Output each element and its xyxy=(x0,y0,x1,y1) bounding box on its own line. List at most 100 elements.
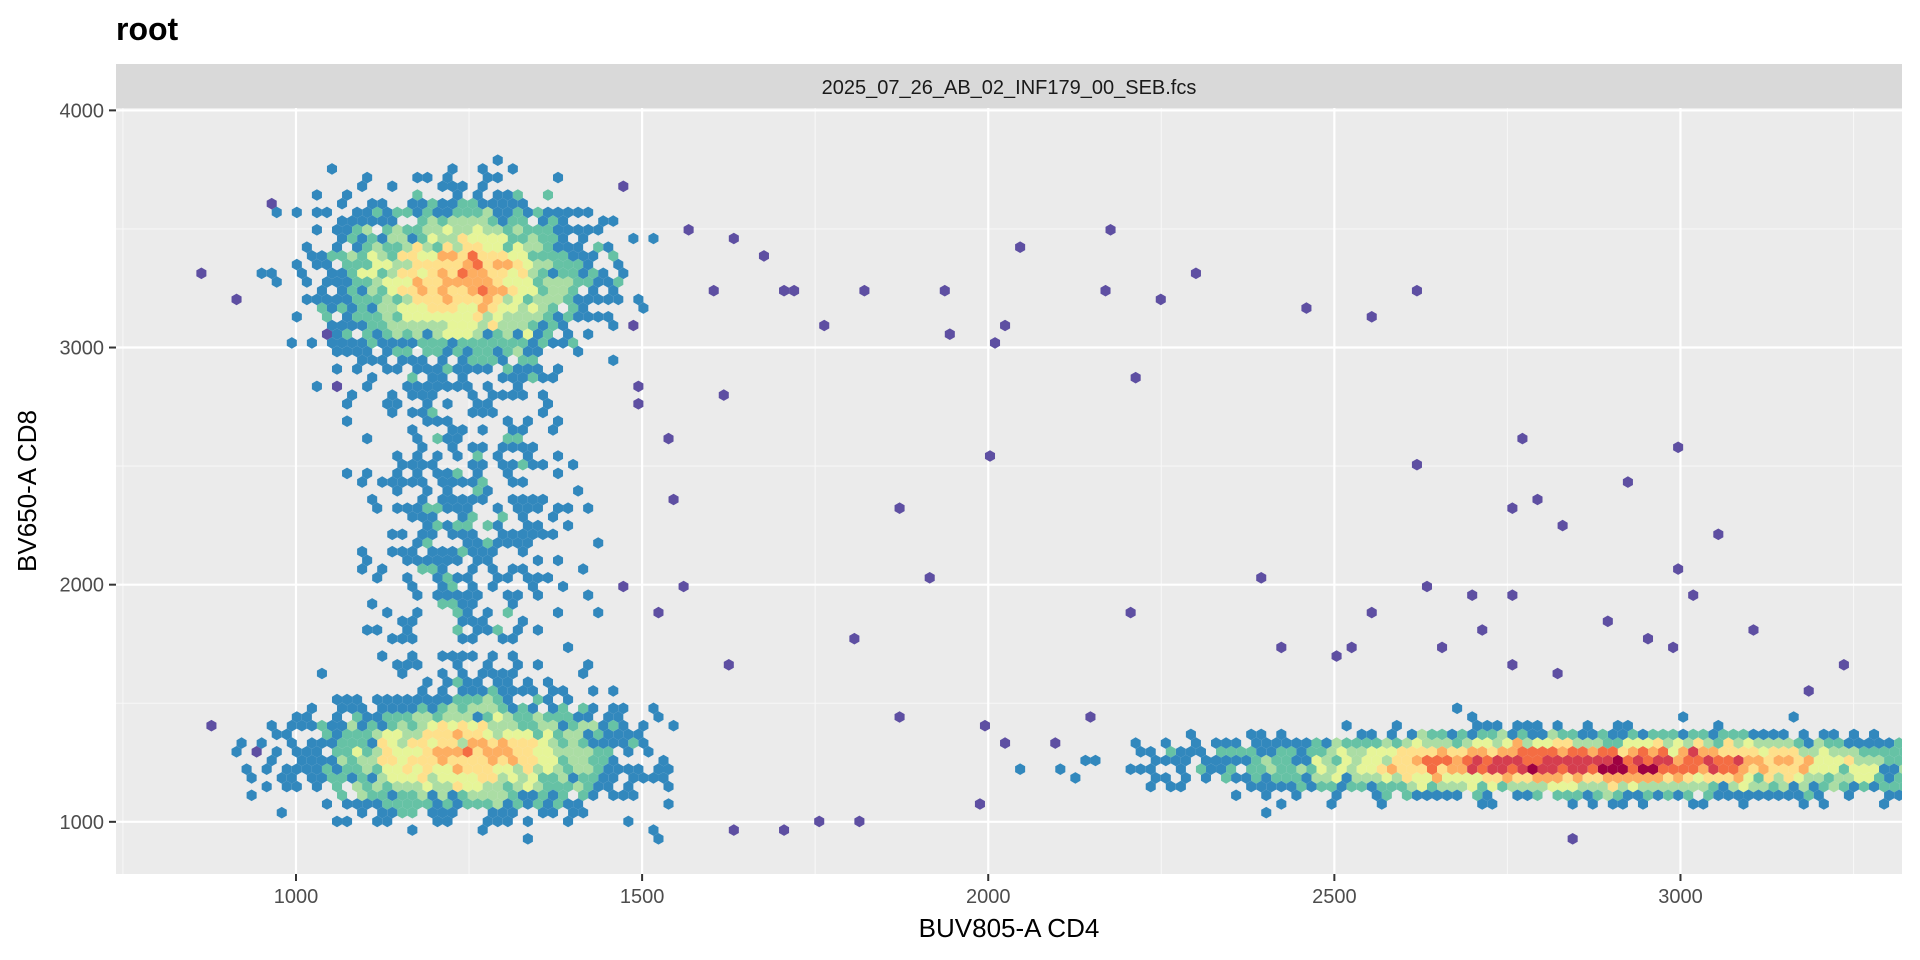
hexbin-cell xyxy=(1502,754,1513,767)
hexbin-cell xyxy=(382,693,393,706)
hexbin-cell xyxy=(1411,458,1422,471)
hexbin-cell xyxy=(331,241,343,253)
hexbin-cell xyxy=(1371,754,1382,767)
hexbin-cell xyxy=(1612,719,1623,732)
hexbin-cell xyxy=(362,624,373,636)
hexbin-cell xyxy=(1763,789,1774,802)
hexbin-cell xyxy=(1276,728,1287,741)
hexbin-cell xyxy=(1416,780,1427,793)
hexbin-cell xyxy=(382,606,393,619)
hexbin-cell xyxy=(362,293,373,306)
hexbin-cell xyxy=(527,441,538,454)
hexbin-cell xyxy=(1301,754,1312,767)
hexbin-cell xyxy=(578,563,589,575)
hexbin-cell xyxy=(1743,772,1754,784)
hexbin-cell xyxy=(402,328,413,340)
hexbin-cell xyxy=(432,450,443,462)
hexbin-cell xyxy=(477,163,488,175)
hexbin-cell xyxy=(522,363,533,375)
hexbin-cell xyxy=(1577,763,1588,775)
hexbin-cell xyxy=(492,311,503,323)
hexbin-cell xyxy=(362,241,373,253)
hexbin-cell xyxy=(487,545,498,558)
hexbin-cell xyxy=(407,545,418,558)
hexbin-cell xyxy=(1869,728,1880,741)
hexbin-cell xyxy=(482,363,493,375)
hexbin-cell xyxy=(497,806,508,819)
hexbin-cell xyxy=(382,363,393,375)
hexbin-cell xyxy=(1582,754,1593,767)
hexbin-cell xyxy=(432,798,443,810)
hexbin-cell xyxy=(492,189,503,201)
hexbin-cell xyxy=(1632,772,1643,784)
hexbin-cell xyxy=(628,789,639,802)
hexbin-cell xyxy=(492,693,503,706)
hexbin-cell xyxy=(502,241,513,253)
hexbin-cell xyxy=(563,206,574,219)
hexbin-cell xyxy=(1366,780,1377,793)
hexbin-cell xyxy=(1517,728,1528,741)
hexbin-cell xyxy=(437,250,448,262)
hexbin-cell xyxy=(593,763,604,775)
hexbin-cell xyxy=(432,328,443,340)
hexbin-cell xyxy=(502,224,513,236)
hexbin-cell xyxy=(608,319,619,332)
hexbin-cell xyxy=(452,328,463,340)
hexbin-cell xyxy=(286,337,297,349)
hexbin-cell xyxy=(507,424,518,436)
hexbin-cell xyxy=(1512,789,1523,802)
hexbin-cell xyxy=(1823,737,1834,749)
hexbin-cell xyxy=(412,502,423,514)
hexbin-cell xyxy=(1507,728,1518,741)
hexbin-cell xyxy=(608,772,619,784)
hexbin-cell xyxy=(512,345,523,358)
hexbin-cell xyxy=(397,250,408,262)
hexbin-cell xyxy=(547,232,559,245)
hexbin-cell xyxy=(1406,728,1417,741)
hexbin-cell xyxy=(402,624,413,636)
hexbin-cell xyxy=(367,197,378,210)
hexbin-cell xyxy=(553,780,564,793)
hexbin-cell xyxy=(1562,789,1573,802)
hexbin-cell xyxy=(1411,737,1422,749)
hexbin-cell xyxy=(372,258,383,271)
hexbin-cell xyxy=(558,702,569,715)
hexbin-cell xyxy=(342,398,353,410)
hexbin-cell xyxy=(568,250,579,262)
hexbin-cell xyxy=(286,719,297,732)
hexbin-cell xyxy=(1361,737,1372,749)
hexbin-cell xyxy=(392,241,403,253)
hexbin-cell xyxy=(512,746,523,758)
hexbin-cell xyxy=(417,354,428,367)
hexbin-cell xyxy=(387,772,398,784)
hexbin-cell xyxy=(256,737,267,749)
hexbin-cell xyxy=(558,215,569,227)
hexbin-cell xyxy=(487,284,498,297)
hexbin-cell xyxy=(382,798,393,810)
hexbin-cell xyxy=(1537,728,1548,741)
hexbin-cell xyxy=(447,789,458,802)
hexbin-cell xyxy=(1592,772,1603,784)
hexbin-cell xyxy=(1627,763,1638,775)
hexbin-cell xyxy=(522,276,533,288)
hexbin-cell xyxy=(583,258,594,271)
hexbin-cell xyxy=(1642,737,1654,749)
hexbin-cell xyxy=(1477,763,1488,775)
hexbin-cell xyxy=(397,319,408,332)
hexbin-cell xyxy=(1748,624,1759,636)
hexbin-cell xyxy=(392,276,403,288)
hexbin-cell xyxy=(542,206,553,219)
hexbin-cell xyxy=(1718,780,1729,793)
hexbin-cell xyxy=(367,598,378,610)
hexbin-cell xyxy=(1813,737,1824,749)
hexbin-cell xyxy=(397,354,408,367)
hexbin-cell xyxy=(442,589,453,601)
hexbin-cell xyxy=(342,276,353,288)
hexbin-cell xyxy=(583,780,594,793)
hexbin-cell xyxy=(377,354,388,367)
hexbin-cell xyxy=(1582,772,1593,784)
hexbin-cell xyxy=(437,650,448,662)
hexbin-cell xyxy=(1592,754,1603,767)
hexbin-cell xyxy=(1552,772,1563,784)
hexbin-cell xyxy=(537,789,548,802)
